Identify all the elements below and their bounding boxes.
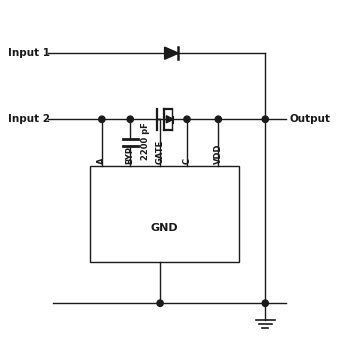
Circle shape	[127, 116, 133, 122]
Bar	[90, 166, 239, 262]
Polygon shape	[164, 47, 178, 59]
Circle shape	[157, 300, 163, 306]
Text: Input 1: Input 1	[8, 48, 50, 58]
Text: GATE: GATE	[156, 140, 164, 164]
Text: Output: Output	[289, 114, 331, 124]
Circle shape	[215, 116, 222, 122]
Text: A: A	[97, 157, 106, 164]
Circle shape	[262, 116, 268, 122]
Text: Input 2: Input 2	[8, 114, 50, 124]
Text: BYP: BYP	[126, 146, 135, 164]
Circle shape	[99, 116, 105, 122]
Text: 2200 pF: 2200 pF	[141, 122, 150, 159]
Text: C: C	[182, 158, 191, 164]
Polygon shape	[166, 116, 173, 123]
Text: VDD: VDD	[214, 143, 223, 164]
Text: GND: GND	[151, 224, 178, 233]
Circle shape	[184, 116, 190, 122]
Circle shape	[262, 300, 268, 306]
